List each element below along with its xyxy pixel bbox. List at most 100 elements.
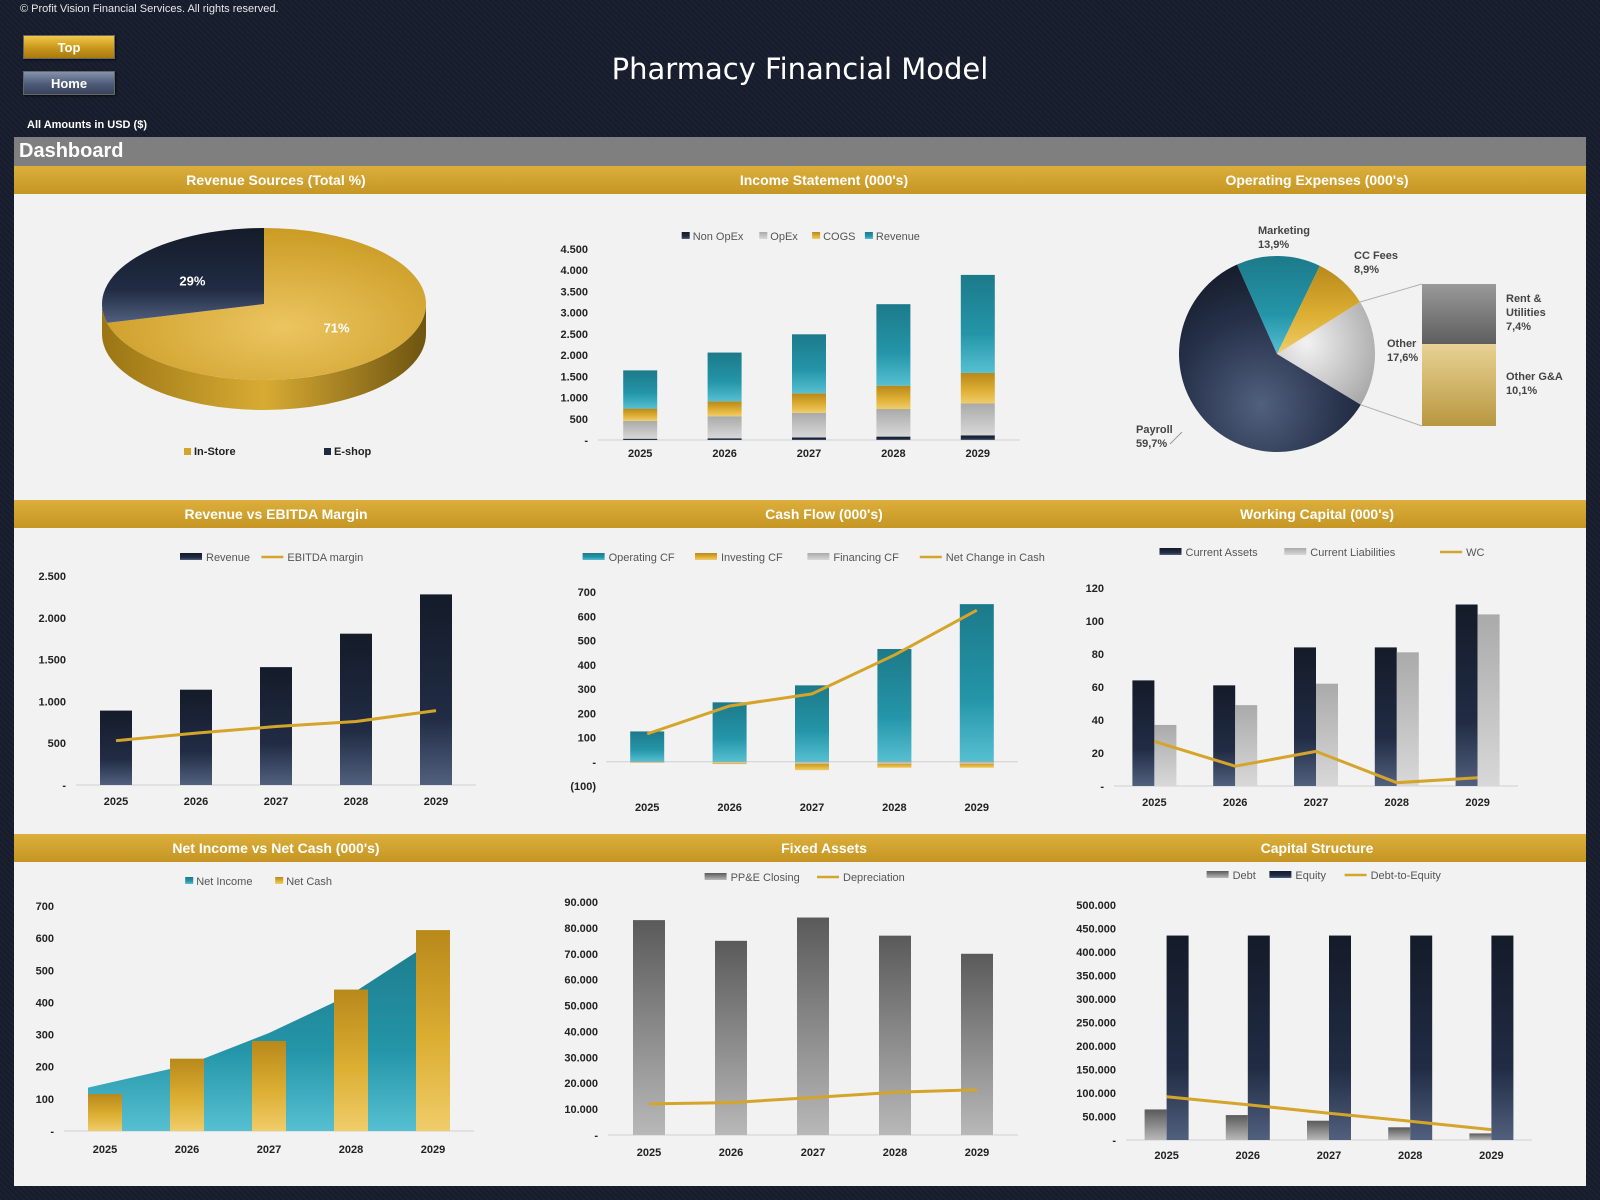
y-tick-label: 20 [1092, 748, 1104, 760]
y-tick-label: 100 [578, 733, 596, 745]
revenue-vs-ebitda-chart: - 500 1.000 1.500 2.000 2.500 2025 2026 2027 2028… [14, 528, 538, 834]
legend-label-debt-to-equity: Debt-to-Equity [1371, 870, 1442, 882]
bar-pp-e-closing [633, 920, 665, 1135]
pie-label-in-store: 71% [324, 320, 350, 335]
legend-label-net-cash: Net Cash [286, 876, 332, 888]
income-statement-svg: - 500 1.000 1.500 2.000 2.500 3.000 3.500 4.000 4… [560, 231, 1020, 460]
legend-label-wc: WC [1466, 547, 1484, 559]
bar-operating-cf [712, 702, 747, 762]
legend-swatch-e-shop [324, 448, 331, 455]
breakdown-connector-top [1359, 283, 1423, 303]
breakdown-value-other-ga: 10,1% [1506, 385, 1537, 397]
y-tick-label: 3.000 [560, 308, 588, 320]
y-tick-label: 600 [578, 611, 596, 623]
operating-expenses-chart: Marketing 13,9% CC Fees 8,9% Other 17,6% Payro… [1062, 194, 1586, 500]
x-tick-label: 2025 [93, 1144, 117, 1156]
legend: Debt Equity Debt-to-Equity [1206, 870, 1442, 882]
breakdown-segment-other-g-a [1422, 344, 1496, 426]
x-tick-label: 2028 [882, 802, 906, 814]
y-tick-label: 2.000 [560, 350, 588, 362]
y-tick-label: 90.000 [564, 897, 598, 909]
x-tick-label: 2027 [1317, 1150, 1341, 1162]
bar-opex [623, 420, 658, 439]
bar-equity [1410, 935, 1433, 1140]
y-tick-label: 20.000 [564, 1078, 598, 1090]
legend-swatch-revenue [864, 232, 873, 239]
bar-current-assets [1455, 604, 1478, 786]
bar-current-assets [1294, 647, 1316, 786]
breakdown-label-other-ga: Other G&A [1506, 371, 1563, 383]
x-tick-label: 2029 [1465, 797, 1489, 809]
line-debt-to-equity [1166, 1095, 1492, 1132]
line-ebitda-margin [115, 709, 437, 743]
cash-flow-chart: (100) - 100 200 300 400 500 600 700 2025 2026 2027 2… [538, 528, 1062, 834]
top-button[interactable]: Top [23, 35, 115, 59]
legend-label-investing-cf: Investing CF [721, 552, 783, 564]
fixed-assets-svg: - 10.000 20.000 30.000 40.000 50.000 60.000 70.… [564, 872, 1018, 1159]
bar-investing-cf [877, 761, 912, 768]
working-capital-title: Working Capital (000's) [1240, 506, 1394, 522]
bar-revenue [792, 334, 826, 394]
bar-operating-cf [959, 604, 994, 762]
x-tick-label: 2029 [966, 448, 990, 460]
bar-equity [1491, 935, 1514, 1140]
legend-label-debt: Debt [1233, 870, 1256, 882]
breakdown-label-rent-line2: Utilities [1506, 307, 1546, 319]
y-tick-label: 200 [36, 1062, 54, 1074]
bar-pp-e-closing [715, 940, 747, 1135]
bar-equity [1247, 935, 1270, 1140]
bar-current-liabilities [1154, 724, 1177, 786]
y-tick-label: - [62, 780, 66, 792]
x-tick-label: 2027 [1304, 797, 1328, 809]
y-tick-label: 4.000 [560, 265, 588, 277]
y-tick-label: 4.500 [560, 244, 588, 256]
y-tick-label: 200 [578, 708, 596, 720]
bar-debt [1225, 1115, 1248, 1140]
y-tick-label: 50.000 [1082, 1112, 1116, 1124]
y-tick-label: 70.000 [564, 949, 598, 961]
pie-label-value-marketing: 13,9% [1258, 239, 1289, 251]
legend: PP&E Closing Depreciation [704, 872, 905, 884]
legend-swatch-investing-cf [695, 553, 717, 560]
legend-swatch-non-opex [681, 232, 690, 239]
legend-swatch-net-income [185, 877, 194, 884]
pie-slice-e-shop [102, 228, 264, 323]
breakdown-segment-rent-utilities [1422, 284, 1496, 345]
pie-label-name-marketing: Marketing [1258, 225, 1310, 237]
home-button[interactable]: Home [23, 71, 115, 95]
legend-swatch-current-liabilities [1284, 548, 1307, 555]
bar-non-opex [960, 435, 995, 440]
net-income-vs-net-cash-title: Net Income vs Net Cash (000's) [172, 840, 380, 856]
x-tick-label: 2028 [1385, 797, 1409, 809]
y-tick-label: 150.000 [1076, 1065, 1116, 1077]
x-tick-label: 2028 [344, 796, 368, 808]
y-tick-label: 400 [36, 997, 54, 1009]
x-tick-label: 2025 [1154, 1150, 1178, 1162]
x-tick-label: 2025 [628, 448, 652, 460]
legend-label-current-liabilities: Current Liabilities [1310, 547, 1395, 559]
y-tick-label: 80.000 [564, 923, 598, 935]
legend-swatch-in-store [184, 448, 191, 455]
bar-net-cash [334, 989, 368, 1131]
bar-debt [1469, 1133, 1492, 1140]
revenue-sources-svg: 71% 29% In-Store E-shop [102, 228, 427, 458]
bar-net-cash [88, 1094, 122, 1131]
y-tick-label: 1.500 [560, 371, 588, 383]
x-tick-label: 2025 [637, 1147, 661, 1159]
bar-net-cash [170, 1058, 204, 1131]
fixed-assets-title: Fixed Assets [781, 840, 867, 856]
legend-swatch-equity [1269, 871, 1292, 878]
pie-slice-in-store [107, 228, 427, 380]
net-income-vs-net-cash-chart: - 100 200 300 400 500 600 700 2025 2026 2027 2028 20… [14, 862, 538, 1186]
bar-current-liabilities [1316, 683, 1338, 786]
x-tick-label: 2027 [264, 796, 288, 808]
bar-revenue [960, 274, 995, 373]
y-tick-label: 400 [578, 660, 596, 672]
bar-operating-cf [795, 685, 829, 762]
bar-non-opex [623, 438, 658, 440]
bar-non-opex [792, 437, 826, 440]
x-tick-label: 2025 [104, 796, 128, 808]
y-tick-label: 500 [48, 738, 66, 750]
bar-current-liabilities [1235, 705, 1258, 786]
bar-debt [1307, 1120, 1329, 1140]
